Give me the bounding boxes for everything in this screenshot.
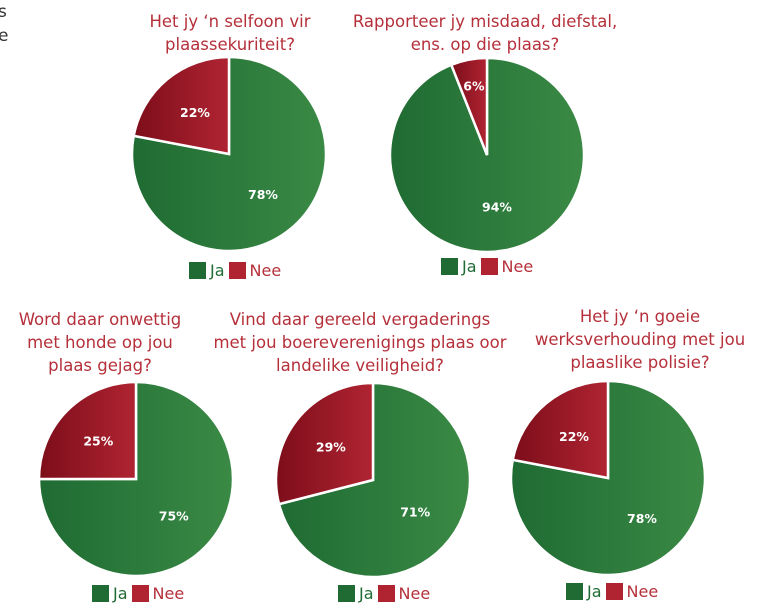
fragment-line: s [0,2,7,22]
legend-swatch-nee [131,585,149,602]
title-line: Rapporteer jy misdaad, diefstal, [352,12,618,31]
data-label-nee: 29% [316,439,346,454]
title-line: werksverhouding met jou [534,330,746,349]
data-label-nee: 6% [463,78,485,93]
legend-swatch-nee [228,262,246,279]
chart-legend: Ja Nee [441,257,537,276]
chart-legend: Ja Nee [92,584,188,603]
legend-label-ja: Ja [210,261,225,280]
cropped-text-fragment: s e [0,0,8,48]
legend-label-ja: Ja [359,584,374,603]
legend-swatch-nee [377,585,395,602]
legend-swatch-ja [338,585,355,602]
pie-slice-ja [277,381,472,579]
legend-label-nee: Nee [501,257,534,276]
legend-label-nee: Nee [626,582,659,601]
legend-label-ja: Ja [587,582,602,601]
chart-title: Vind daar gereeld vergaderings met jou b… [200,308,520,377]
data-label-ja: 94% [482,199,512,214]
title-line: plaaslike polisie? [570,353,710,372]
title-line: landelike veiligheid? [276,356,444,375]
pie-slice-nee [274,381,375,506]
pie-slice-nee [132,55,231,156]
legend-swatch-nee [480,258,498,275]
chart-legend: Ja Nee [338,584,434,603]
title-line: Het jy ‘n selfoon vir [149,12,311,31]
data-label-nee: 25% [83,433,113,448]
data-label-ja: 75% [159,509,189,524]
legend-label-ja: Ja [113,584,128,603]
title-line: ens. op die plaas? [410,35,560,54]
chart-title: Rapporteer jy misdaad, diefstal, ens. op… [345,10,625,56]
title-line: met jou boereverenigings plaas oor [213,333,507,352]
pie-slice-nee [37,380,138,481]
legend-label-nee: Nee [249,261,282,280]
legend-swatch-ja [566,583,583,600]
legend-swatch-nee [605,583,623,600]
data-label-nee: 22% [559,429,589,444]
title-line: plaas gejag? [48,356,152,375]
legend-label-ja: Ja [462,257,477,276]
pie-slice-ja [130,55,328,253]
legend-swatch-ja [92,585,109,602]
legend-label-nee: Nee [398,584,431,603]
pie-slice-ja [509,379,707,577]
chart-title: Word daar onwettig met honde op jou plaa… [0,308,200,377]
data-label-ja: 78% [627,511,657,526]
chart-legend: Ja Nee [189,261,285,280]
title-line: Vind daar gereeld vergaderings [229,310,491,329]
legend-label-nee: Nee [152,584,185,603]
data-label-ja: 71% [400,505,430,520]
legend-swatch-ja [189,262,206,279]
legend-swatch-ja [441,258,458,275]
title-line: plaassekuriteit? [165,35,295,54]
data-label-nee: 22% [180,105,210,120]
pie-slice-ja [37,380,235,578]
data-label-ja: 78% [248,187,278,202]
fragment-line: e [0,26,9,46]
title-line: met honde op jou [27,333,173,352]
pie-slice-nee [511,379,610,480]
pie-slice-nee [449,56,489,156]
title-line: Het jy ‘n goeie [579,307,701,326]
chart-title: Het jy ‘n selfoon vir plaassekuriteit? [130,10,330,56]
title-line: Word daar onwettig [18,310,182,329]
chart-legend: Ja Nee [566,582,662,601]
chart-title: Het jy ‘n goeie werksverhouding met jou … [520,305,760,374]
